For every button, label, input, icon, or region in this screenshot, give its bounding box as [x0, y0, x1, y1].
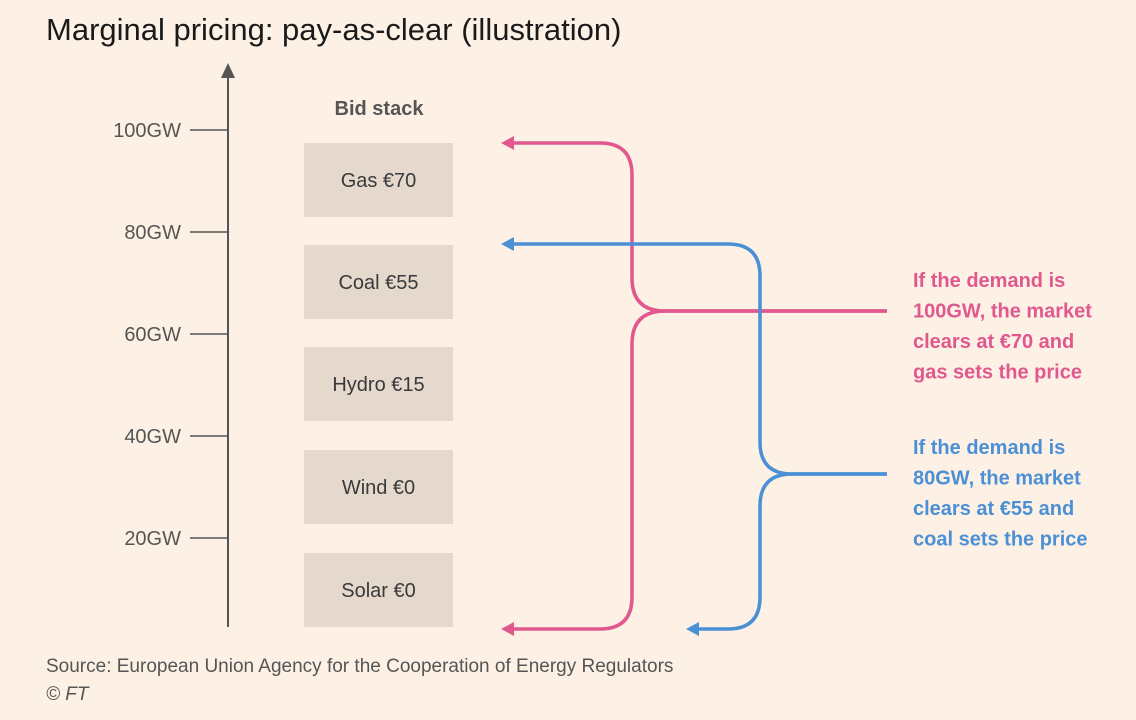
coal-bracket-lower-line: [697, 472, 887, 631]
y-axis-ticks: 100GW 80GW 60GW 40GW 20GW: [113, 120, 228, 550]
bid-block-label: Solar €0: [341, 580, 416, 602]
gas-annotation-line: 100GW, the market: [913, 301, 1092, 323]
bid-stack-heading: Bid stack: [335, 98, 425, 120]
gas-annotation-line: If the demand is: [913, 270, 1065, 292]
coal-bracket-upper-line: [512, 242, 887, 476]
bid-stack-blocks: Gas €70 Coal €55 Hydro €15 Wind €0 Solar €0: [304, 143, 453, 627]
coal-annotation: If the demand is 80GW, the market clears a…: [913, 437, 1088, 551]
chart-title: Marginal pricing: pay-as-clear (illustra…: [46, 12, 621, 47]
bid-block: [304, 143, 453, 217]
bid-block: [304, 245, 453, 319]
bid-block: [304, 553, 453, 627]
coal-annotation-line: If the demand is: [913, 437, 1065, 459]
gas-bracket-lower-line: [512, 309, 887, 631]
bid-block-label: Gas €70: [341, 170, 417, 192]
gas-demand-bracket: [501, 136, 887, 636]
bid-block-label: Coal €55: [338, 272, 418, 294]
gas-annotation-line: clears at €70 and: [913, 331, 1074, 353]
gas-annotation-line: gas sets the price: [913, 362, 1082, 384]
y-axis: [221, 63, 235, 627]
gas-arrow-top-icon: [501, 136, 514, 150]
bid-block-label: Hydro €15: [332, 374, 424, 396]
coal-annotation-line: clears at €55 and: [913, 498, 1074, 520]
copyright-note: © FT: [46, 684, 90, 705]
gas-bracket-upper-line: [512, 141, 887, 313]
y-tick-label: 80GW: [124, 222, 181, 244]
coal-demand-bracket: [501, 237, 887, 636]
y-tick-label: 60GW: [124, 324, 181, 346]
coal-annotation-line: 80GW, the market: [913, 468, 1081, 490]
coal-annotation-line: coal sets the price: [913, 529, 1088, 551]
coal-arrow-top-icon: [501, 237, 514, 251]
bid-block-label: Wind €0: [342, 477, 415, 499]
y-axis-arrow-icon: [221, 63, 235, 78]
y-tick-label: 100GW: [113, 120, 181, 142]
y-tick-label: 20GW: [124, 528, 181, 550]
y-tick-label: 40GW: [124, 426, 181, 448]
bid-block: [304, 450, 453, 524]
bid-block: [304, 347, 453, 421]
coal-arrow-bottom-icon: [686, 622, 699, 636]
source-note: Source: European Union Agency for the Co…: [46, 656, 673, 677]
gas-annotation: If the demand is 100GW, the market clears …: [913, 270, 1092, 384]
gas-arrow-bottom-icon: [501, 622, 514, 636]
